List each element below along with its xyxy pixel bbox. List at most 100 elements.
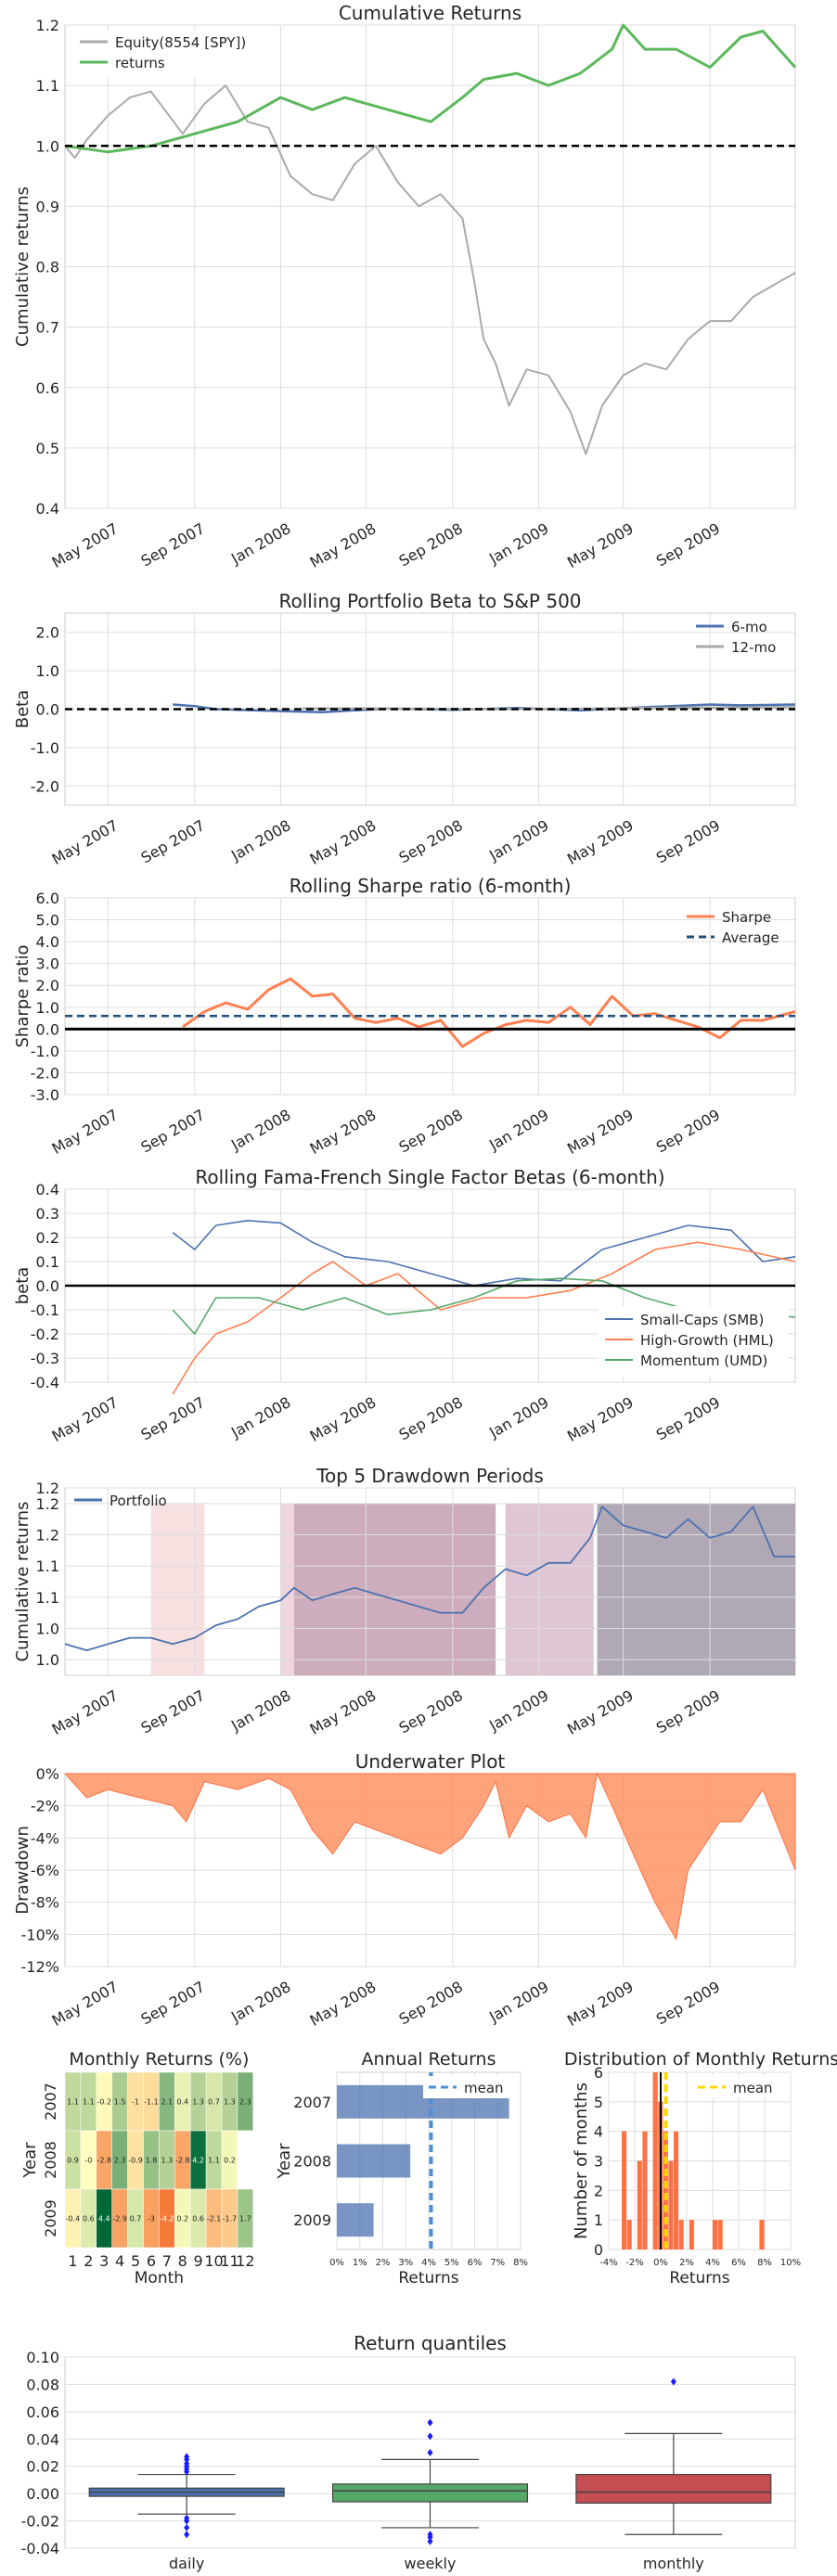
monthly_heatmap-cell-label: -2.9 — [112, 2215, 127, 2224]
annual-legend-box — [423, 2076, 516, 2098]
sharpe-y-tick-label: 4.0 — [36, 933, 59, 951]
drawdown-y-axis-label: Cumulative returns — [13, 1502, 32, 1662]
monthly_heatmap-x-tick-label: 5 — [131, 2252, 140, 2270]
sharpe-y-tick-label: 3.0 — [36, 955, 59, 973]
monthly_heatmap-x-tick-label: 10 — [204, 2252, 223, 2270]
monthly_heatmap-title: Monthly Returns (%) — [69, 2049, 249, 2070]
distribution-x-tick-label: -4% — [599, 2258, 617, 2268]
distribution-legend-box — [693, 2076, 786, 2098]
distribution-y-tick-label: 0 — [594, 2241, 603, 2259]
beta-y-axis-label: Beta — [13, 690, 32, 729]
monthly_heatmap-x-tick-label: 12 — [236, 2252, 254, 2270]
monthly_heatmap-cell-label: -1 — [132, 2098, 139, 2107]
monthly_heatmap-cell-label: 0.6 — [192, 2215, 204, 2224]
drawdown-y-tick-label: 1.0 — [36, 1651, 59, 1669]
underwater-area — [63, 1772, 796, 1941]
beta-x-tick-label: May 2007 — [49, 816, 122, 868]
cumret-x-tick-label: Sep 2009 — [653, 519, 723, 570]
underwater-x-tick-label: Sep 2008 — [396, 1978, 466, 2028]
beta-y-tick-label: 2.0 — [36, 624, 59, 642]
annual-x-tick-label: 6% — [468, 2258, 483, 2268]
ff-x-tick-label: Sep 2009 — [653, 1393, 723, 1443]
ff-series-line — [172, 1220, 796, 1287]
cumret-y-tick-label: 0.7 — [36, 319, 59, 337]
cumret-x-tick-label: Sep 2008 — [396, 519, 466, 570]
quantiles-x-tick-label: weekly — [405, 2555, 457, 2572]
cumret-legend-label: returns — [115, 55, 165, 71]
annual-y-tick-label: 2008 — [293, 2153, 331, 2171]
beta-y-tick-label: -2.0 — [31, 777, 59, 795]
distribution-histogram-bar — [689, 2220, 694, 2249]
drawdown-y-tick-label: 1.2 — [36, 1527, 59, 1544]
beta-y-tick-label: 0.0 — [36, 701, 59, 719]
monthly_heatmap-x-tick-label: 4 — [115, 2252, 124, 2270]
distribution-histogram-bar — [663, 2131, 668, 2249]
ff-y-tick-label: 0.1 — [36, 1253, 59, 1271]
cumret-y-tick-label: 1.0 — [36, 137, 59, 155]
distribution-y-tick-label: 5 — [594, 2094, 603, 2111]
quantiles-outlier — [427, 2537, 433, 2545]
annual-x-tick-label: 0% — [329, 2258, 344, 2268]
sharpe-y-tick-label: -1.0 — [31, 1043, 59, 1060]
cumret-series-line — [64, 84, 796, 455]
cumret-legend-label: Equity(8554 [SPY]) — [115, 34, 246, 51]
monthly_heatmap-cell-label: -0.9 — [128, 2157, 143, 2165]
annual-x-tick-label: 2% — [376, 2258, 391, 2268]
ff-legend-box — [599, 1306, 789, 1377]
monthly_heatmap-cell-label: 1.3 — [192, 2098, 204, 2107]
monthly_heatmap-x-tick-label: 8 — [178, 2252, 187, 2270]
monthly_heatmap-cell-label: 1.1 — [67, 2098, 79, 2107]
monthly_heatmap-cell-label: -4.2 — [160, 2215, 174, 2224]
cumret-x-tick-label: May 2007 — [49, 519, 122, 571]
quantiles-y-tick-label: 0.00 — [26, 2485, 59, 2503]
monthly_heatmap-x-axis-label: Month — [135, 2269, 184, 2288]
quantiles-y-tick-label: 0.06 — [26, 2403, 59, 2421]
monthly_heatmap-cell-label: 1.7 — [239, 2215, 251, 2224]
underwater-y-tick-label: -6% — [31, 1862, 59, 1879]
distribution-x-axis-label: Returns — [669, 2269, 729, 2288]
drawdown-drawdown-span — [505, 1503, 594, 1675]
monthly_heatmap-cell-label: -2.1 — [207, 2215, 222, 2224]
quantiles-x-tick-label: monthly — [643, 2555, 704, 2572]
quantiles-outlier — [427, 2432, 433, 2441]
distribution-y-axis-label: Number of months — [572, 2083, 591, 2239]
ff-x-tick-label: Jan 2008 — [227, 1393, 293, 1442]
monthly_heatmap-cell-label: 4.2 — [192, 2157, 204, 2165]
drawdown-y-tick-label: 1.0 — [36, 1621, 59, 1638]
quantiles-y-tick-label: -0.02 — [21, 2513, 59, 2531]
ff-legend-label: High-Growth (HML) — [640, 1332, 774, 1349]
quantiles-outlier — [670, 2377, 676, 2386]
distribution-histogram-bar — [637, 2160, 642, 2249]
beta-legend-label: 12-mo — [731, 639, 776, 656]
drawdown-x-tick-label: Sep 2008 — [396, 1686, 466, 1737]
sharpe-x-tick-label: Sep 2009 — [653, 1106, 723, 1156]
drawdown-y-tick-label: 1.1 — [36, 1557, 59, 1575]
underwater-x-tick-label: May 2008 — [307, 1978, 380, 2030]
monthly_heatmap-cell-label: 0.9 — [67, 2157, 79, 2165]
beta-x-tick-label: May 2008 — [307, 816, 380, 868]
annual-x-tick-label: 7% — [490, 2258, 505, 2268]
monthly_heatmap-cell-label: -1.1 — [144, 2098, 159, 2107]
ff-y-tick-label: -0.2 — [31, 1326, 59, 1343]
ff-y-tick-label: -0.3 — [31, 1350, 59, 1367]
quantiles-outlier — [184, 2531, 190, 2539]
monthly_heatmap-x-tick-label: 2 — [84, 2252, 93, 2270]
drawdown-y-tick-label: 1.2 — [36, 1480, 59, 1497]
underwater-title: Underwater Plot — [355, 1750, 506, 1773]
sharpe-series-line — [182, 977, 796, 1048]
quantiles-outlier — [427, 2449, 433, 2456]
underwater-x-tick-label: Jan 2009 — [485, 1978, 551, 2026]
annual-bar — [337, 2203, 374, 2237]
cumret-title: Cumulative Returns — [339, 2, 522, 24]
cumret-y-tick-label: 0.6 — [36, 379, 59, 397]
cumret-x-tick-label: Jan 2009 — [485, 519, 551, 568]
ff-series-line — [172, 1277, 796, 1335]
cumret-y-axis-label: Cumulative returns — [13, 186, 32, 347]
ff-y-axis-label: beta — [13, 1267, 32, 1305]
underwater-y-tick-label: -2% — [31, 1798, 59, 1815]
distribution-histogram-bar — [622, 2131, 627, 2249]
monthly_heatmap-cell-label: 0.4 — [176, 2098, 188, 2107]
annual-y-axis-label: Year — [275, 2143, 294, 2180]
underwater-x-tick-label: Jan 2008 — [227, 1978, 293, 2026]
beta-x-tick-label: Sep 2007 — [138, 816, 208, 866]
